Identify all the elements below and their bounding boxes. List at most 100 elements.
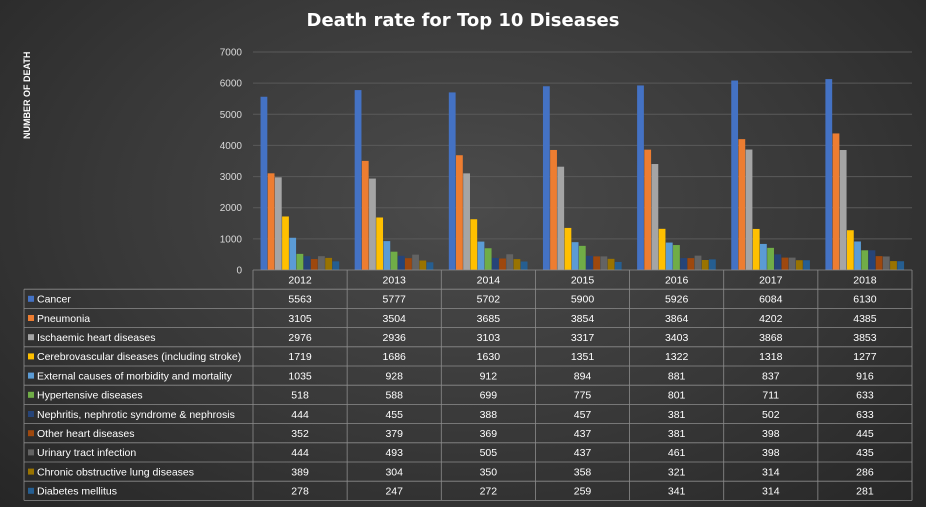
table-cell: 435 [856,447,874,459]
table-cell: 5777 [383,294,407,306]
bar-nephritis-nephrotic-syndrome-nephrosis-2012 [303,256,311,270]
legend-label: Hypertensive diseases [37,390,143,402]
table-cell: 461 [668,447,686,459]
y-tick-label: 3000 [220,172,243,183]
table-cell: 321 [668,466,686,478]
bar-cancer-2014 [448,92,456,270]
bar-urinary-tract-infection-2012 [318,256,325,270]
bar-cancer-2016 [637,85,644,270]
bar-chronic-obstructive-lung-diseases-2014 [513,259,521,270]
table-cell: 3854 [571,313,595,325]
bar-cerebrovascular-diseases-including-stroke-2018 [846,230,854,270]
bar-ischaemic-heart-diseases-2017 [745,149,753,270]
bar-other-heart-diseases-2015 [593,256,601,270]
table-cell: 6084 [759,294,783,306]
bar-external-causes-of-morbidity-and-mortality-2018 [854,241,861,270]
bar-diabetes-mellitus-2015 [614,261,622,270]
table-cell: 379 [385,428,403,440]
table-cell: 272 [480,486,498,498]
bar-external-causes-of-morbidity-and-mortality-2013 [383,241,391,270]
table-cell: 350 [480,466,498,478]
y-tick-label: 0 [236,266,242,277]
bar-other-heart-diseases-2018 [875,256,883,270]
table-cell: 437 [574,428,592,440]
x-tick-label: 2014 [477,275,501,287]
y-tick-label: 7000 [220,48,243,59]
table-cell: 699 [480,390,498,402]
y-tick-label: 1000 [220,234,243,245]
bar-nephritis-nephrotic-syndrome-nephrosis-2014 [491,257,499,270]
legend-key-nephritis-nephrotic-syndrome-nephrosis [28,411,34,417]
table-cell: 3103 [477,332,501,344]
bar-hypertensive-diseases-2018 [861,250,869,270]
x-tick-label: 2013 [383,275,407,287]
table-cell: 304 [385,466,403,478]
legend-key-diabetes-mellitus [28,487,34,494]
table-cell: 2976 [288,332,312,344]
table-cell: 4385 [853,313,877,325]
table-cell: 1630 [477,351,501,363]
bar-diabetes-mellitus-2017 [803,260,810,270]
table-cell: 881 [668,370,686,382]
bar-chronic-obstructive-lung-diseases-2015 [607,258,615,270]
table-cell: 381 [668,409,686,421]
bar-diabetes-mellitus-2013 [426,262,434,270]
table-cell: 352 [291,428,309,440]
table-cell: 278 [291,486,309,498]
bar-hypertensive-diseases-2012 [296,253,304,270]
legend-key-chronic-obstructive-lung-diseases [28,468,34,475]
table-cell: 5702 [477,294,501,306]
table-cell: 5563 [288,294,312,306]
table-cell: 259 [574,486,592,498]
table-cell: 3403 [665,332,689,344]
legend-key-hypertensive-diseases [28,391,34,398]
table-cell: 837 [762,370,780,382]
bar-other-heart-diseases-2014 [499,258,506,270]
table-cell: 381 [668,428,686,440]
legend-label: External causes of morbidity and mortali… [37,370,233,382]
table-cell: 711 [762,390,779,402]
legend-key-external-causes-of-morbidity-and-mortality [28,372,34,379]
bar-cancer-2015 [542,86,550,270]
table-cell: 5900 [571,294,595,306]
table-cell: 5926 [665,294,689,306]
bar-ischaemic-heart-diseases-2014 [463,173,470,270]
table-cell: 341 [668,486,686,498]
bar-urinary-tract-infection-2017 [788,257,796,270]
bar-diabetes-mellitus-2014 [520,261,528,270]
table-cell: 444 [291,447,309,459]
y-tick-label: 5000 [220,110,243,121]
legend-label: Diabetes mellitus [37,486,117,498]
table-cell: 3105 [288,313,312,325]
legend-key-pneumonia [28,315,34,321]
table-cell: 1719 [288,351,312,363]
bar-chronic-obstructive-lung-diseases-2016 [701,260,709,270]
bar-cerebrovascular-diseases-including-stroke-2013 [376,217,384,270]
table-cell: 1351 [571,351,595,363]
table-cell: 358 [574,466,592,478]
table-cell: 314 [762,466,780,478]
bar-diabetes-mellitus-2016 [708,259,716,270]
x-tick-label: 2012 [288,275,312,287]
bar-nephritis-nephrotic-syndrome-nephrosis-2016 [680,258,688,270]
bar-chronic-obstructive-lung-diseases-2013 [419,260,427,270]
bar-ischaemic-heart-diseases-2015 [557,166,565,270]
bar-chronic-obstructive-lung-diseases-2012 [325,257,333,270]
bar-nephritis-nephrotic-syndrome-nephrosis-2013 [397,255,405,270]
bar-pneumonia-2017 [738,139,746,270]
table-cell: 398 [762,428,780,440]
bar-hypertensive-diseases-2013 [390,251,398,270]
table-cell: 916 [856,370,874,382]
bar-nephritis-nephrotic-syndrome-nephrosis-2017 [774,254,782,270]
table-cell: 928 [385,370,403,382]
bar-nephritis-nephrotic-syndrome-nephrosis-2015 [586,255,593,270]
legend-key-urinary-tract-infection [28,449,34,456]
table-cell: 1322 [665,351,689,363]
bar-other-heart-diseases-2012 [310,259,318,270]
bar-cerebrovascular-diseases-including-stroke-2017 [752,228,760,270]
bar-ischaemic-heart-diseases-2012 [274,177,282,270]
table-cell: 286 [856,466,874,478]
bar-pneumonia-2018 [832,133,840,270]
legend-label: Cerebrovascular diseases (including stro… [37,351,241,363]
